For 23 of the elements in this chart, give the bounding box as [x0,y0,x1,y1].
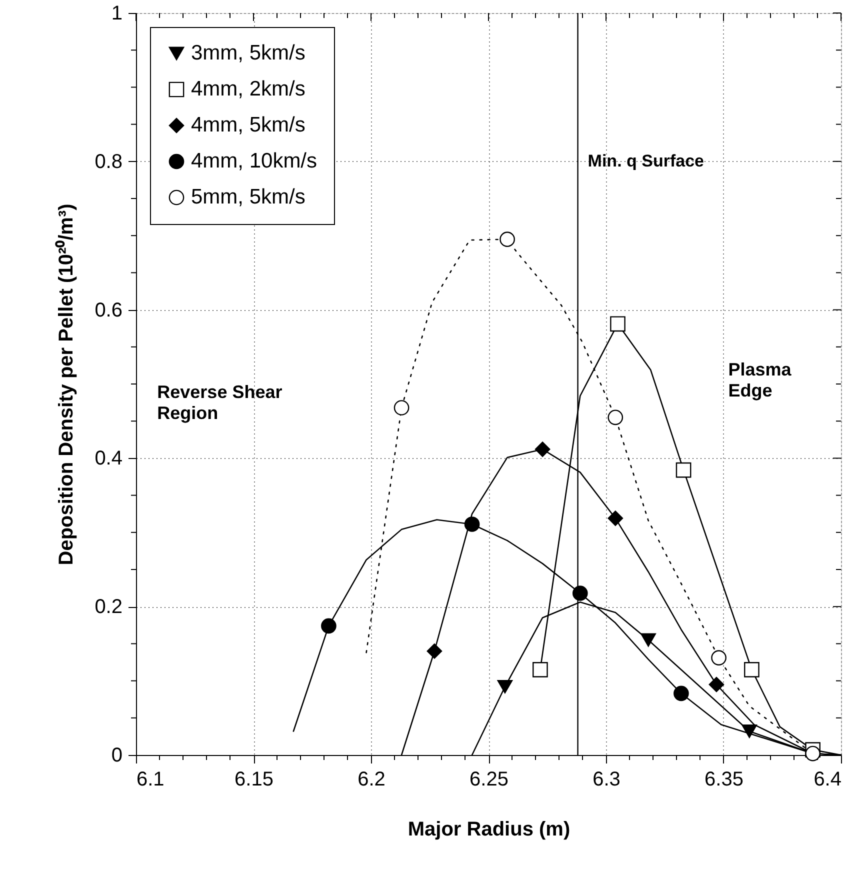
y-tick-label: 1 [111,2,122,24]
x-tick-label: 6.25 [470,768,508,790]
legend-label: 5mm, 5km/s [191,186,306,208]
y-axis-title: Deposition Density per Pellet (10²⁰/m³) [54,204,78,566]
y-tick-label: 0.2 [94,596,122,618]
annotation: Plasma Edge [728,360,792,401]
x-tick-label: 6.4 [814,768,842,790]
x-tick-label: 6.15 [234,768,274,790]
x-tick-label: 6.3 [592,768,620,790]
legend-label: 3mm, 5km/s [191,42,306,64]
legend-label: 4mm, 5km/s [191,114,306,136]
y-tick-label: 0.8 [94,150,122,173]
legend-label: 4mm, 2km/s [191,78,306,100]
ref-line-label: Min. q Surface [588,151,704,170]
y-tick-label: 0 [111,744,122,766]
x-tick-label: 6.1 [136,768,164,790]
x-axis-title: Major Radius (m) [408,818,570,840]
y-tick-label: 0.6 [94,299,122,322]
x-tick-label: 6.2 [358,768,386,790]
annotation: Reverse Shear Region [157,382,282,423]
y-tick-label: 0.4 [94,448,122,470]
legend-label: 4mm, 10km/s [191,150,318,172]
x-tick-label: 6.35 [704,768,744,790]
